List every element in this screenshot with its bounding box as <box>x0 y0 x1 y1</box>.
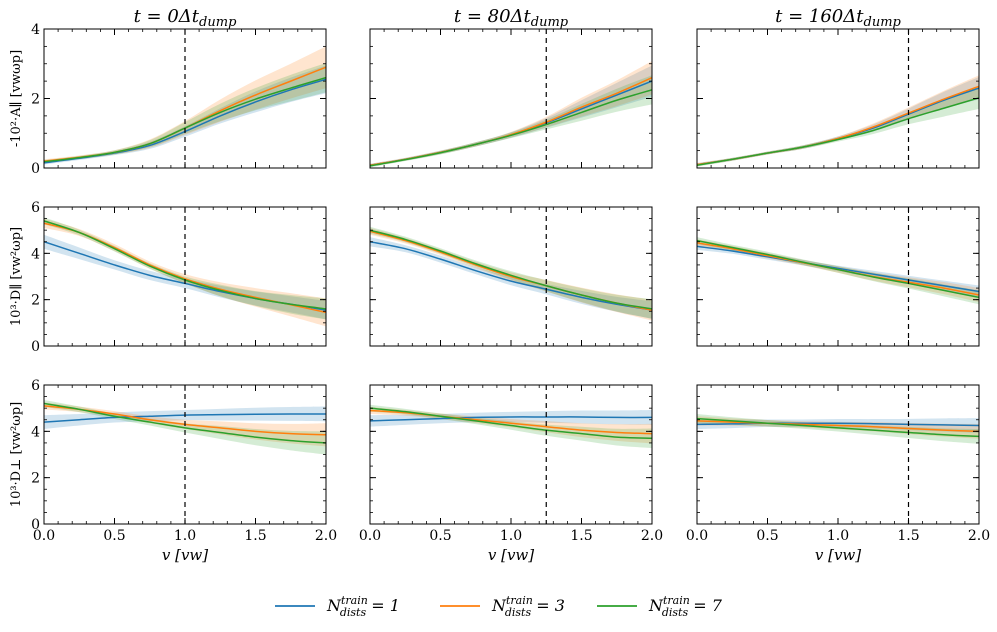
plot-area <box>44 207 326 346</box>
y-axis-label: -10²·A∥ [vwωp] <box>9 50 24 147</box>
confidence-band <box>44 406 326 430</box>
y-tick-label: 0 <box>31 161 40 177</box>
x-tick-label: 0.0 <box>33 528 55 544</box>
series-line <box>697 239 979 299</box>
column-title: t = 0Δtdump <box>134 6 237 30</box>
panel: 0.0 0.5 1.0 1.5 2.0 v [vw] <box>359 384 663 564</box>
series-line <box>370 407 652 440</box>
y-tick-label: 4 <box>31 246 40 262</box>
confidence-band <box>370 226 652 319</box>
series-line <box>44 402 326 444</box>
y-tick-label: 0 <box>31 339 40 355</box>
y-tick-label: 4 <box>31 22 40 38</box>
series-line <box>697 245 979 293</box>
panel <box>696 206 980 347</box>
panels-group: t = 0Δtdump t = 80Δtdump t = 160Δtdump -10²… <box>9 6 990 564</box>
plot-area <box>370 207 652 346</box>
x-tick-label: 0.5 <box>756 528 778 544</box>
panel: 0 2 4 6 <box>31 200 327 355</box>
x-tick-label: 0.5 <box>103 528 125 544</box>
x-tick-label: 1.0 <box>174 528 196 544</box>
confidence-band <box>44 46 326 163</box>
panel <box>369 28 653 169</box>
x-tick-label: 0.5 <box>429 528 451 544</box>
series-line <box>370 89 652 167</box>
confidence-band <box>44 65 326 165</box>
x-tick-label: 1.0 <box>827 528 849 544</box>
plot-area <box>370 385 652 524</box>
panel: 0.0 0.5 1.0 1.5 2.0 0 2 4 6 v [vw] <box>31 378 337 564</box>
confidence-band <box>44 217 326 320</box>
x-axis-label: v [vw] <box>162 546 208 564</box>
x-tick-label: 2.0 <box>315 528 337 544</box>
plot-area <box>697 29 979 168</box>
y-tick-label: 2 <box>31 471 40 487</box>
column-title: t = 80Δtdump <box>454 6 569 30</box>
y-axis-label: 10³·D⊥ [vw²ωp] <box>9 402 24 507</box>
confidence-band <box>697 76 979 166</box>
legend-label: Ntrain dists = 7 <box>648 594 723 619</box>
confidence-band <box>370 60 652 167</box>
confidence-band <box>44 63 326 164</box>
confidence-band <box>370 237 652 319</box>
series-line <box>370 409 652 435</box>
series-line <box>697 417 979 438</box>
legend-label: Ntrain dists = 1 <box>326 594 400 619</box>
confidence-band <box>44 218 326 327</box>
panel <box>696 28 980 169</box>
x-axis-label: v [vw] <box>488 546 534 564</box>
y-tick-label: 4 <box>31 424 40 440</box>
axes-frame <box>696 206 980 347</box>
confidence-band <box>697 75 979 166</box>
x-tick-label: 2.0 <box>641 528 663 544</box>
x-tick-label: 1.5 <box>570 528 592 544</box>
series-line <box>370 229 652 310</box>
series-line <box>370 241 652 311</box>
y-tick-label: 2 <box>31 293 40 309</box>
plot-area <box>697 207 979 346</box>
plot-area <box>44 29 326 168</box>
series-line <box>697 97 979 166</box>
panel <box>369 206 653 347</box>
x-tick-label: 1.5 <box>244 528 266 544</box>
plot-area <box>370 29 652 168</box>
y-tick-label: 6 <box>31 200 40 216</box>
y-tick-label: 0 <box>31 517 40 533</box>
confidence-band <box>370 410 652 427</box>
column-title: t = 160Δtdump <box>775 6 901 30</box>
x-tick-label: 2.0 <box>968 528 990 544</box>
x-axis-label: v [vw] <box>815 546 861 564</box>
legend-label: Ntrain dists = 3 <box>491 594 565 619</box>
panel: 0.0 0.5 1.0 1.5 2.0 v [vw] <box>686 384 990 564</box>
legend: Ntrain dists = 1 Ntrain dists = 3 Ntrain dist… <box>275 594 723 619</box>
series-line <box>370 416 652 422</box>
panel: 0 2 4 <box>31 22 327 177</box>
y-axis-label: 10³·D∥ [vw²ωp] <box>9 227 24 326</box>
x-tick-label: 0.0 <box>686 528 708 544</box>
x-tick-label: 1.5 <box>897 528 919 544</box>
confidence-band <box>697 413 979 444</box>
series-line <box>697 420 979 433</box>
plot-area <box>697 385 979 524</box>
series-line <box>697 422 979 427</box>
plot-area <box>44 385 326 524</box>
y-tick-label: 2 <box>31 92 40 108</box>
axes-frame <box>696 384 980 525</box>
x-tick-label: 1.0 <box>500 528 522 544</box>
confidence-band <box>370 65 652 167</box>
confidence-band <box>697 237 979 305</box>
axes-frame <box>369 384 653 525</box>
x-tick-label: 0.0 <box>359 528 381 544</box>
y-tick-label: 6 <box>31 378 40 394</box>
